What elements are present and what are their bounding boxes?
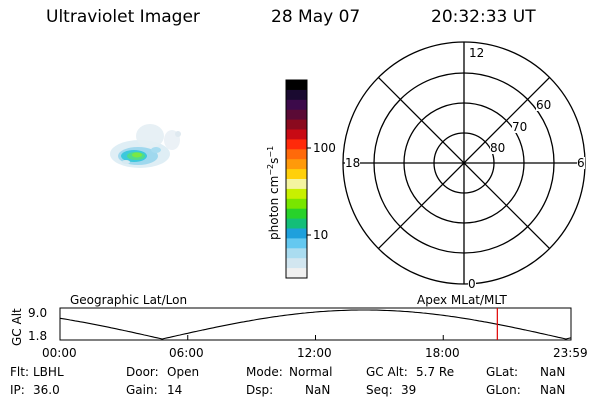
orbit-ylabel: GC Alt: [10, 308, 24, 346]
colorbar-label: photon cm−2s−1: [266, 146, 281, 240]
colorbar-band: [286, 268, 307, 279]
polar-plot: [342, 41, 586, 285]
colorbar-label-exp2: −1: [266, 145, 275, 158]
colorbar-band: [286, 258, 307, 269]
colorbar-frame: [285, 79, 308, 279]
colorbar-band: [286, 99, 307, 111]
orbit-title-right: Apex MLat/MLT: [417, 293, 507, 307]
lat-label-70: 70: [512, 120, 528, 134]
colorbar-label-mid: s: [267, 157, 281, 164]
colorbar-band: [286, 188, 307, 200]
orbit-plot: [59, 307, 572, 341]
orbit-altitude-curve: [59, 309, 572, 340]
mlt-label-0: 0: [468, 277, 476, 291]
colorbar-band: [286, 169, 307, 180]
colorbar-band: [286, 248, 307, 259]
orbit-ytick-9: 9.0: [28, 306, 48, 320]
gcalt-value: 5.7 Re: [416, 365, 455, 379]
time-label: 20:32:33 UT: [431, 7, 536, 27]
orbit-xlabel-1200: 12:00: [297, 346, 332, 360]
instrument-title: Ultraviolet Imager: [46, 7, 200, 27]
polar-axis-diag-2: [377, 76, 551, 250]
mlt-label-18: 18: [345, 156, 361, 170]
colorbar-band: [286, 119, 307, 130]
auroral-image: [110, 124, 181, 168]
date-label: 28 May 07: [271, 7, 361, 27]
orbit-xlabel-0600: 06:00: [169, 346, 204, 360]
orbit-title-left: Geographic Lat/Lon: [70, 293, 188, 307]
ip-value: 36.0: [33, 383, 60, 397]
colorbar-band: [286, 228, 307, 239]
glon-value: NaN: [540, 383, 566, 397]
colorbar-label-base: photon cm: [267, 175, 281, 240]
colorbar-band: [286, 179, 307, 190]
colorbar-band: [286, 129, 307, 140]
dsp-label: Dsp:: [246, 383, 274, 397]
seq-label: Seq:: [366, 383, 393, 397]
glat-value: NaN: [540, 365, 566, 379]
colorbar-tick-label-100: 100: [313, 141, 336, 155]
colorbar: [285, 79, 311, 279]
colorbar-band: [286, 80, 307, 91]
colorbar-band: [286, 109, 307, 121]
colorbar-tick-label-10: 10: [313, 228, 329, 242]
dsp-value: NaN: [305, 383, 331, 397]
colorbar-band: [286, 149, 307, 160]
seq-value: 39: [401, 383, 417, 397]
colorbar-band: [286, 139, 307, 150]
mode-value: Normal: [289, 365, 333, 379]
colorbar-bands: [286, 80, 307, 279]
mode-label: Mode:: [246, 365, 283, 379]
orbit-xlabel-1800: 18:00: [425, 346, 460, 360]
aurora-emission-blob: [110, 124, 181, 168]
colorbar-band: [286, 218, 307, 229]
ip-label: IP:: [10, 383, 25, 397]
door-label: Door:: [126, 365, 159, 379]
colorbar-band: [286, 208, 307, 220]
gain-value: 14: [167, 383, 183, 397]
flt-label: Flt:: [10, 365, 29, 379]
orbit-xlabel-2359: 23:59: [553, 346, 588, 360]
colorbar-band: [286, 159, 307, 170]
gain-label: Gain:: [126, 383, 158, 397]
colorbar-band: [286, 238, 307, 249]
gcalt-label: GC Alt:: [366, 365, 408, 379]
colorbar-band: [286, 198, 307, 210]
glon-label: GLon:: [486, 383, 521, 397]
lat-label-60: 60: [536, 98, 552, 112]
colorbar-label-exp1: −2: [266, 163, 275, 176]
colorbar-band: [286, 89, 307, 101]
glat-label: GLat:: [486, 365, 519, 379]
flt-value: LBHL: [33, 365, 64, 379]
lat-label-80: 80: [490, 141, 506, 155]
orbit-ytick-1-8: 1.8: [28, 329, 48, 343]
door-value: Open: [167, 365, 200, 379]
mlt-label-12: 12: [469, 46, 485, 60]
orbit-xlabel-0000: 00:00: [42, 346, 77, 360]
mlt-label-6: 6: [577, 156, 585, 170]
